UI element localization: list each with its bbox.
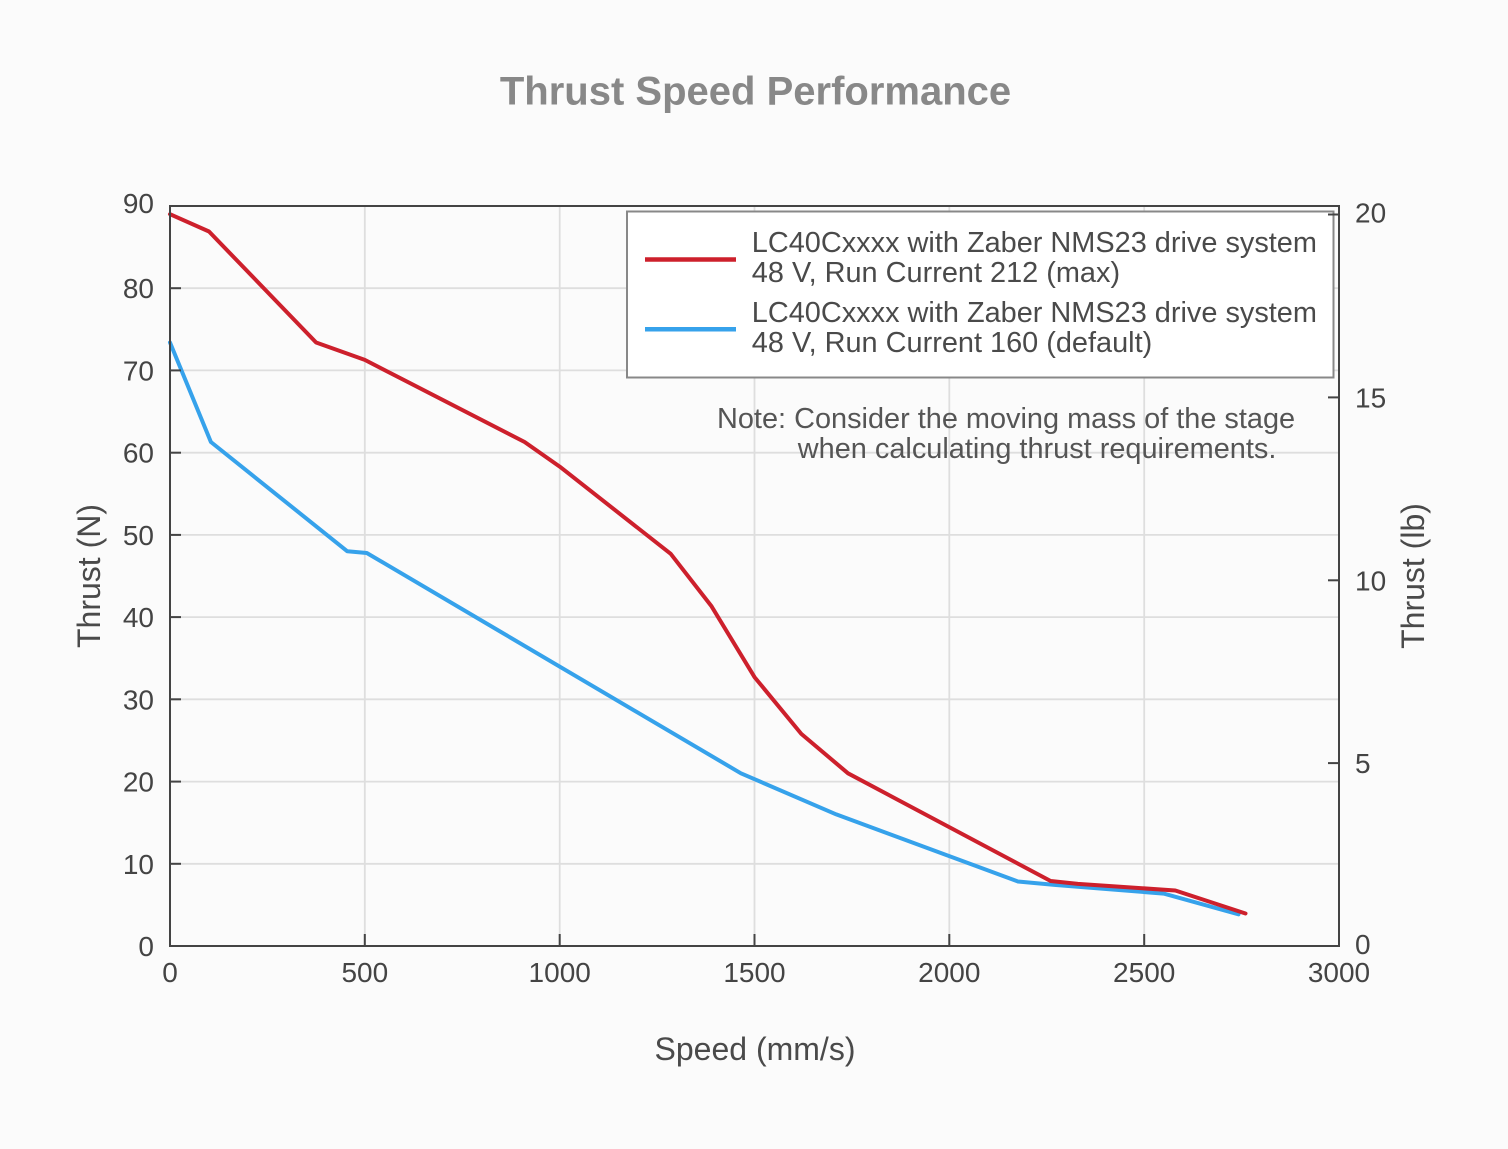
svg-text:2500: 2500 — [1113, 957, 1175, 988]
svg-text:15: 15 — [1355, 382, 1386, 413]
svg-text:LC40Cxxxx with Zaber NMS23 dri: LC40Cxxxx with Zaber NMS23 drive system — [752, 297, 1317, 329]
svg-text:60: 60 — [123, 438, 154, 469]
svg-text:Thrust (N): Thrust (N) — [71, 504, 107, 648]
svg-text:500: 500 — [341, 957, 388, 988]
svg-text:Thrust (lb): Thrust (lb) — [1395, 503, 1431, 649]
svg-text:20: 20 — [1355, 198, 1386, 229]
svg-text:Thrust Speed Performance: Thrust Speed Performance — [500, 70, 1011, 114]
svg-text:50: 50 — [123, 520, 154, 551]
svg-text:1500: 1500 — [723, 957, 785, 988]
svg-text:0: 0 — [1355, 929, 1371, 960]
svg-text:40: 40 — [123, 602, 154, 633]
svg-text:5: 5 — [1355, 748, 1371, 779]
svg-text:10: 10 — [123, 849, 154, 880]
svg-text:1000: 1000 — [529, 957, 591, 988]
svg-text:3000: 3000 — [1308, 957, 1370, 988]
svg-text:90: 90 — [123, 188, 154, 219]
svg-text:80: 80 — [123, 273, 154, 304]
svg-text:LC40Cxxxx with Zaber NMS23 dri: LC40Cxxxx with Zaber NMS23 drive system — [752, 227, 1317, 259]
svg-text:20: 20 — [123, 767, 154, 798]
svg-text:48 V, Run Current 212 (max): 48 V, Run Current 212 (max) — [752, 257, 1120, 289]
svg-text:0: 0 — [162, 957, 178, 988]
svg-text:0: 0 — [138, 931, 154, 962]
svg-text:48 V, Run Current 160 (default: 48 V, Run Current 160 (default) — [752, 327, 1152, 359]
svg-text:30: 30 — [123, 684, 154, 715]
svg-text:70: 70 — [123, 355, 154, 386]
svg-text:10: 10 — [1355, 565, 1386, 596]
svg-text:2000: 2000 — [918, 957, 980, 988]
svg-text:Speed (mm/s): Speed (mm/s) — [655, 1031, 856, 1067]
svg-text:Note: Consider the moving mass: Note: Consider the moving mass of the st… — [717, 403, 1295, 435]
svg-text:when calculating thrust requir: when calculating thrust requirements. — [797, 433, 1277, 465]
